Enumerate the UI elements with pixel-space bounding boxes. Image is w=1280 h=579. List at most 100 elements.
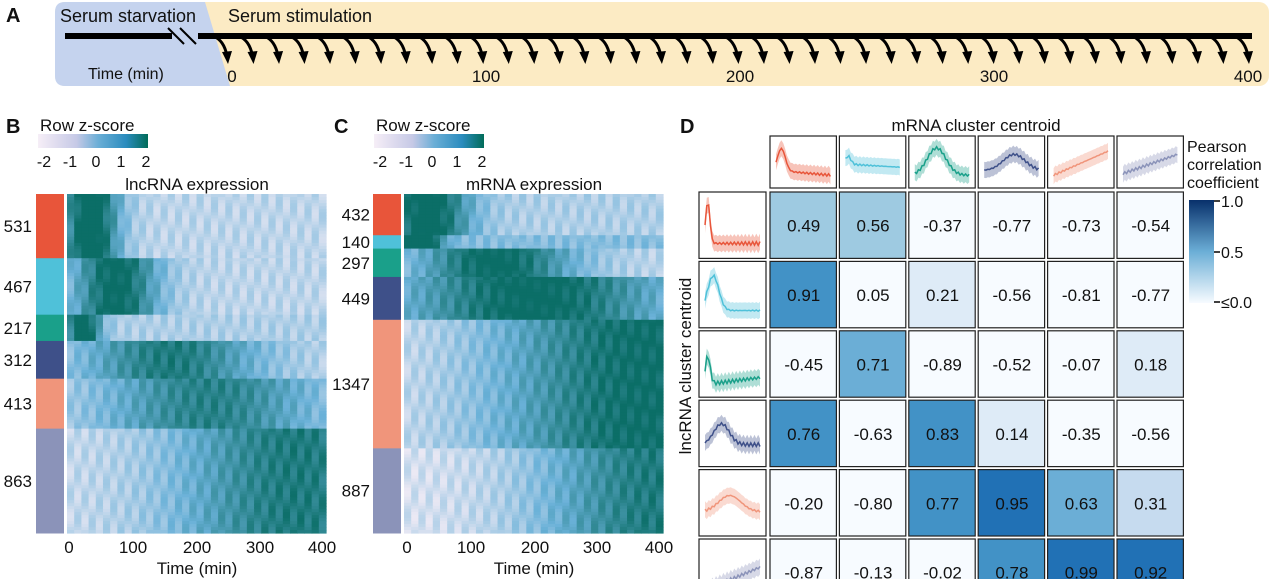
heatmap-cell bbox=[318, 393, 327, 397]
heatmap-cell bbox=[124, 443, 133, 448]
heatmap-cell bbox=[67, 452, 75, 457]
heatmap-cell bbox=[67, 343, 75, 348]
heatmap-cell bbox=[311, 349, 320, 354]
heatmap-cell bbox=[81, 413, 90, 418]
heatmap-cell bbox=[261, 293, 270, 298]
heatmap-cell bbox=[225, 367, 234, 371]
heatmap-cell bbox=[511, 251, 520, 256]
heatmap-cell bbox=[318, 527, 327, 531]
heatmap-cell bbox=[297, 255, 306, 259]
heatmap-cell bbox=[519, 254, 527, 259]
heatmap-cell bbox=[225, 209, 234, 213]
heatmap-cell bbox=[239, 375, 248, 380]
heatmap-cell bbox=[196, 224, 205, 229]
heatmap-cell bbox=[290, 485, 298, 489]
heatmap-cell bbox=[95, 464, 104, 468]
heatmap-cell bbox=[297, 408, 306, 412]
heatmap-cell bbox=[268, 473, 277, 477]
heatmap-cell bbox=[153, 497, 162, 501]
heatmap-cell bbox=[95, 473, 104, 477]
heatmap-cell bbox=[160, 276, 169, 280]
heatmap-cell bbox=[655, 232, 664, 236]
heatmap-cell bbox=[102, 296, 111, 301]
heatmap-cell bbox=[533, 238, 542, 243]
heatmap-cell bbox=[203, 521, 212, 525]
heatmap-cell bbox=[454, 254, 463, 259]
heatmap-cell bbox=[138, 261, 147, 265]
heatmap-cell bbox=[117, 299, 126, 304]
heatmap-cell bbox=[232, 437, 241, 442]
heatmap-cell bbox=[117, 500, 126, 504]
heatmap-cell bbox=[210, 452, 219, 457]
heatmap-cell bbox=[297, 515, 306, 519]
heatmap-cell bbox=[411, 251, 419, 256]
heatmap-cell bbox=[189, 273, 198, 277]
heatmap-cell bbox=[275, 372, 284, 377]
heatmap-cell bbox=[318, 255, 327, 259]
heatmap-cell bbox=[174, 434, 183, 439]
heatmap-cell bbox=[124, 284, 133, 289]
heatmap-cell bbox=[311, 470, 320, 474]
heatmap-cell bbox=[261, 367, 270, 371]
heatmap-cell bbox=[612, 245, 621, 250]
heatmap-cell bbox=[196, 249, 205, 253]
heatmap-cell bbox=[189, 236, 198, 241]
heatmap-cell bbox=[655, 220, 664, 225]
heatmap-cell bbox=[153, 255, 162, 259]
heatmap-cell bbox=[196, 358, 205, 362]
heatmap-cell bbox=[268, 452, 277, 457]
heatmap-cell bbox=[246, 530, 255, 534]
heatmap-cell bbox=[153, 252, 162, 256]
heatmap-cell bbox=[74, 509, 82, 513]
heatmap-cell bbox=[189, 249, 198, 253]
heatmap-cell bbox=[311, 494, 320, 498]
heatmap-cell bbox=[88, 264, 97, 268]
heatmap-cell bbox=[598, 199, 607, 204]
heatmap-cell bbox=[102, 329, 111, 333]
heatmap-cell bbox=[547, 245, 556, 250]
heatmap-cell bbox=[167, 264, 176, 268]
heatmap-cell bbox=[196, 261, 205, 265]
heatmap-cell bbox=[102, 308, 111, 313]
heatmap-cell bbox=[189, 399, 198, 403]
heatmap-cell bbox=[282, 314, 291, 319]
heatmap-cell bbox=[612, 238, 621, 243]
heatmap-cell bbox=[174, 461, 183, 466]
heatmap-cell bbox=[167, 530, 176, 534]
heatmap-cell bbox=[210, 530, 219, 534]
heatmap-cell bbox=[239, 314, 248, 319]
heatmap-cell bbox=[95, 527, 104, 531]
heatmap-cell bbox=[254, 518, 262, 522]
heatmap-cell bbox=[304, 413, 313, 418]
heatmap-cell bbox=[131, 349, 140, 354]
heatmap-cell bbox=[218, 346, 226, 351]
heatmap-cell bbox=[311, 452, 320, 457]
heatmap-cell bbox=[261, 509, 270, 513]
heatmap-cell bbox=[627, 241, 635, 246]
sampling-arrow bbox=[237, 34, 258, 64]
heatmap-cell bbox=[218, 503, 226, 507]
heatmap-cell bbox=[275, 419, 284, 424]
heatmap-cell bbox=[160, 206, 169, 210]
heatmap-cell bbox=[297, 245, 306, 250]
heatmap-cell bbox=[210, 270, 219, 274]
heatmap-cell bbox=[475, 235, 484, 240]
heatmap-cell bbox=[167, 355, 176, 359]
heatmap-cell bbox=[318, 329, 327, 333]
heatmap-cell bbox=[282, 524, 291, 528]
heatmap-cell bbox=[497, 226, 506, 230]
heatmap-cell bbox=[619, 223, 628, 227]
heatmap-cell bbox=[318, 530, 327, 534]
heatmap-cell bbox=[160, 299, 169, 304]
heatmap-cell bbox=[475, 226, 484, 230]
heatmap-cell bbox=[174, 299, 183, 304]
heatmap-cell bbox=[117, 358, 126, 362]
heatmap-cell bbox=[261, 338, 270, 342]
heatmap-cell bbox=[547, 248, 556, 253]
heatmap-cell bbox=[297, 284, 306, 289]
heatmap-cell bbox=[102, 378, 111, 383]
heatmap-cell bbox=[146, 320, 154, 325]
heatmap-cell bbox=[318, 296, 327, 301]
heatmap-cell bbox=[311, 215, 320, 220]
heatmap-cell bbox=[218, 329, 226, 333]
